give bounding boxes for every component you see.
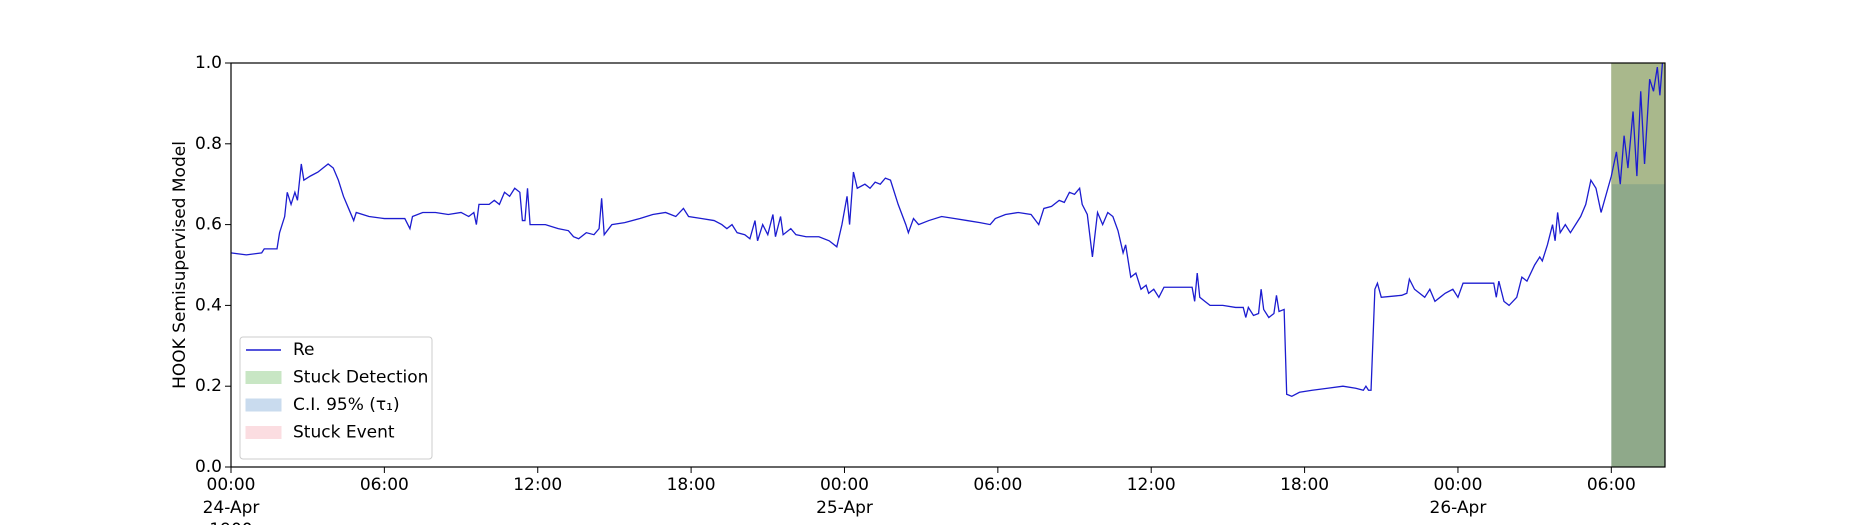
legend-swatch xyxy=(245,371,282,384)
plot-frame xyxy=(230,62,1666,468)
y-tick-label: 0.6 xyxy=(195,215,222,235)
x-date-label: 24-Apr xyxy=(203,498,260,518)
x-date-label: 25-Apr xyxy=(816,498,873,518)
x-year-label: 1900 xyxy=(209,520,252,525)
y-tick-label: 0.4 xyxy=(195,295,222,315)
legend-label: Stuck Detection xyxy=(293,368,428,388)
x-tick-label: 18:00 xyxy=(1280,475,1329,495)
y-tick-label: 0.0 xyxy=(195,457,222,477)
x-tick-label: 06:00 xyxy=(973,475,1022,495)
x-tick-label: 00:00 xyxy=(207,475,256,495)
x-tick-label: 00:00 xyxy=(820,475,869,495)
x-tick-label: 00:00 xyxy=(1433,475,1482,495)
x-tick-label: 12:00 xyxy=(1127,475,1176,495)
region xyxy=(1611,63,1665,185)
legend-box xyxy=(239,336,433,460)
legend-label: Stuck Event xyxy=(293,423,395,443)
x-tick-label: 06:00 xyxy=(360,475,409,495)
legend-swatch xyxy=(245,398,282,412)
x-tick-label: 18:00 xyxy=(667,475,716,495)
legend: Re Stuck Detection C.I. 95% (τ₁) Stuck Even… xyxy=(239,336,433,460)
legend-label: Re xyxy=(293,340,315,360)
legend-label: C.I. 95% (τ₁) xyxy=(293,395,400,415)
y-tick-label: 0.2 xyxy=(195,376,222,396)
y-axis-label: HOOK Semisupervised Model xyxy=(170,141,190,389)
data-line xyxy=(230,62,1664,398)
y-tick-label: 1.0 xyxy=(195,53,222,73)
x-tick-label: 06:00 xyxy=(1587,475,1636,495)
x-date-label: 26-Apr xyxy=(1430,498,1487,518)
legend-swatch xyxy=(245,426,282,439)
y-tick-label: 0.8 xyxy=(195,134,222,154)
x-tick-label: 12:00 xyxy=(513,475,562,495)
